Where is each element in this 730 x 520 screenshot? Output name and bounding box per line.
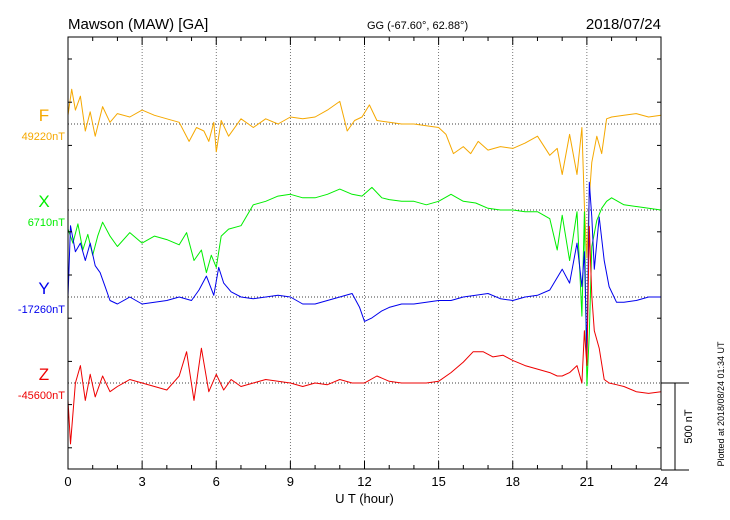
scale-bar: 500 nT — [661, 382, 695, 471]
series-name-X: X — [38, 192, 49, 211]
series-labels: F 49220nT X 6710nT Y -17260nT Z -45600nT — [18, 106, 65, 402]
series-baseline-F: 49220nT — [22, 131, 66, 143]
series-name-Y: Y — [38, 279, 49, 298]
x-tick-label-12: 12 — [357, 474, 371, 489]
x-tick-label-3: 3 — [139, 474, 146, 489]
station-coords: GG (-67.60°, 62.88°) — [367, 20, 468, 32]
series-baseline-Z: -45600nT — [18, 390, 65, 402]
series-name-F: F — [39, 106, 49, 125]
series-group — [67, 88, 662, 445]
scale-bar-label: 500 nT — [683, 409, 695, 444]
series-line-F — [67, 88, 662, 259]
x-axis-ticks: 0 3 6 9 12 15 18 21 24 — [64, 37, 668, 489]
x-tick-label-0: 0 — [64, 474, 71, 489]
plotted-note: Plotted at 2018/08/24 01:34 UT — [716, 341, 726, 467]
grid — [141, 37, 588, 469]
plot-frame — [67, 36, 662, 470]
chart-date: 2018/07/24 — [586, 16, 661, 33]
station-title: Mawson (MAW) [GA] — [68, 16, 208, 33]
series-baseline-Y: -17260nT — [18, 304, 65, 316]
series-name-Z: Z — [39, 365, 49, 384]
series-line-Y — [67, 181, 661, 357]
series-baseline-X: 6710nT — [28, 217, 66, 229]
x-tick-label-9: 9 — [287, 474, 294, 489]
series-line-Z — [67, 225, 662, 445]
x-tick-label-21: 21 — [580, 474, 594, 489]
x-axis-label: U T (hour) — [335, 491, 394, 506]
x-tick-label-15: 15 — [431, 474, 445, 489]
x-tick-label-18: 18 — [506, 474, 520, 489]
x-tick-label-6: 6 — [213, 474, 220, 489]
series-line-X — [67, 186, 662, 387]
x-tick-label-24: 24 — [654, 474, 668, 489]
